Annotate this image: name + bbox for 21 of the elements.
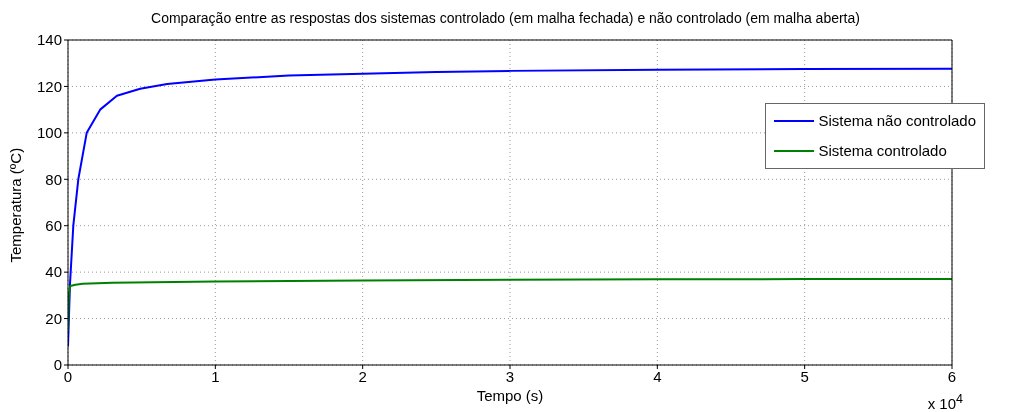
legend-label: Sistema controlado	[818, 141, 947, 161]
y-tick-label: 120	[36, 77, 62, 95]
chart-title: Comparação entre as respostas dos sistemas controlado (em malha fechada) e não controlado (em malha aberta)	[150, 10, 861, 26]
x-tick-label: 6	[947, 367, 957, 385]
text: x 10$^{4}$	[927, 392, 963, 412]
x-axis-title: Tempo (s)	[476, 387, 544, 404]
legend-label: Sistema não controlado	[818, 111, 976, 131]
y-tick-label: 40	[45, 263, 62, 281]
x-tick-label: 3	[505, 367, 515, 385]
x-tick-label: 5	[800, 367, 809, 385]
y-tick-label: 20	[45, 309, 62, 327]
y-tick-label: 80	[45, 170, 62, 188]
x-tick-label: 0	[63, 367, 73, 385]
x-tick-label: 4	[653, 367, 662, 385]
y-tick-label: 60	[45, 217, 62, 235]
x-tick-label: 2	[358, 367, 367, 385]
y-tick-label: 100	[36, 124, 62, 142]
x-tick-label: 1	[211, 367, 220, 385]
y-tick-label: 140	[36, 31, 62, 49]
y-axis-title: Temperatura (ºC)	[7, 147, 25, 263]
y-tick-label: 0	[53, 356, 62, 374]
